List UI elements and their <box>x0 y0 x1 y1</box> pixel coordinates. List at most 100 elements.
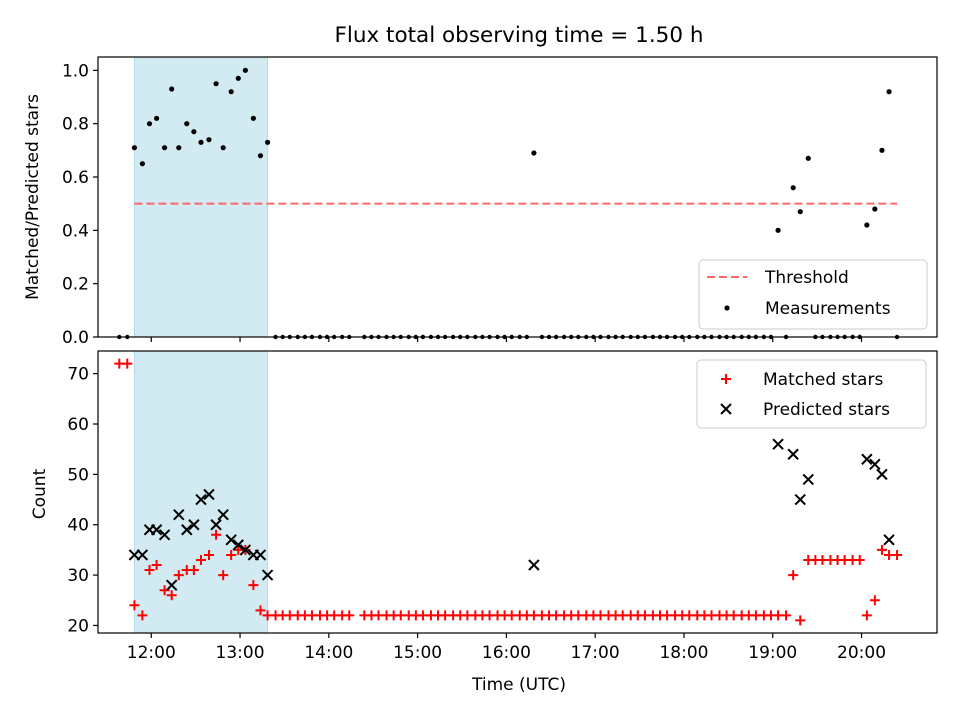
matched-star-point <box>876 544 887 555</box>
measurement-point <box>176 145 182 151</box>
predicted-star-point <box>150 524 163 536</box>
measurement-point <box>220 145 226 151</box>
x-tick-label: 18:00 <box>659 643 708 663</box>
matched-star-point <box>195 554 206 565</box>
ratio-panel: 0.0 0.2 0.4 0.6 0.8 1.0 Matched/Predicted sta… <box>23 56 938 348</box>
measurement-point <box>161 145 168 151</box>
x-tick-label: 19:00 <box>748 643 797 663</box>
measurement-point <box>235 75 241 81</box>
predicted-star-point <box>802 473 814 486</box>
matched-star-point <box>869 595 880 606</box>
matched-star-point <box>129 600 140 611</box>
y-tick-label: 40 <box>67 516 89 536</box>
matched-star-point <box>892 549 903 560</box>
measurement-point <box>184 121 190 127</box>
count-y-axis-label: Count <box>30 468 50 519</box>
predicted-star-point <box>254 549 267 561</box>
measurement-point <box>775 227 781 233</box>
y-tick-label: 50 <box>67 465 89 485</box>
y-tick-label: 60 <box>67 415 89 435</box>
matched-star-point <box>166 590 177 601</box>
matched-star-point <box>255 605 266 616</box>
predicted-star-point <box>869 458 881 471</box>
predicted-star-point <box>861 453 873 465</box>
measurement-point <box>797 209 803 215</box>
matched-star-point <box>151 560 162 571</box>
matched-star-point <box>218 570 229 581</box>
matched-star-point <box>788 570 799 581</box>
measurement-point <box>146 121 153 127</box>
predicted-star-point <box>136 549 149 561</box>
count-axes: 20 30 40 50 60 70 12:00 13:00 14:00 15:00 16:00 17:… <box>67 350 938 663</box>
measurement-point <box>139 161 145 167</box>
matched-stars-series <box>114 358 903 626</box>
matched-star-point <box>854 554 865 565</box>
x-tick-label: 17:00 <box>571 643 620 663</box>
count-panel: 20 30 40 50 60 70 12:00 13:00 14:00 15:00 16:00 17:… <box>30 350 938 695</box>
matched-star-point <box>211 529 222 540</box>
measurement-point <box>886 89 892 95</box>
matched-star-point <box>781 610 792 621</box>
measurement-point <box>228 89 234 95</box>
predicted-star-point <box>217 508 229 521</box>
predicted-star-point <box>261 569 274 581</box>
measurement-point <box>805 155 811 161</box>
matched-star-point <box>137 610 148 621</box>
predicted-star-point <box>188 519 200 531</box>
count-legend: Matched stars Predicted stars <box>696 359 927 429</box>
x-tick-label: 15:00 <box>393 643 442 663</box>
measurement-point <box>242 67 248 73</box>
y-tick-label: 1.0 <box>62 61 89 81</box>
matched-star-point <box>226 549 237 560</box>
predicted-star-point <box>181 524 193 536</box>
y-tick-label: 20 <box>67 616 89 636</box>
predicted-star-point <box>210 519 222 531</box>
matched-star-point <box>861 610 872 621</box>
observing-window-span-bottom <box>133 350 269 634</box>
measurement-point <box>131 145 138 151</box>
predicted-star-point <box>165 579 178 591</box>
measurement-point <box>531 150 537 156</box>
y-tick-label: 0.0 <box>62 328 89 348</box>
measurement-point <box>257 153 264 159</box>
measurement-point <box>198 139 204 145</box>
matched-star-point <box>248 580 259 591</box>
y-tick-label: 0.6 <box>62 168 89 188</box>
matched-star-point <box>173 570 184 581</box>
x-tick-label: 14:00 <box>304 643 353 663</box>
highlight-span-rect <box>133 56 269 338</box>
matched-star-point <box>144 565 155 576</box>
measurement-point <box>790 185 796 191</box>
predicted-star-point <box>173 508 185 521</box>
legend-measurements-swatch <box>724 305 730 311</box>
x-tick-label: 20:00 <box>837 643 886 663</box>
matched-star-point <box>344 610 355 621</box>
predicted-star-point <box>883 534 895 546</box>
matched-star-point <box>122 358 133 369</box>
measurement-point <box>264 139 271 145</box>
predicted-star-point <box>232 539 244 551</box>
y-tick-label: 70 <box>67 365 89 385</box>
legend-matched-label: Matched stars <box>763 370 883 390</box>
y-tick-label: 0.2 <box>62 275 89 295</box>
measurements-series <box>117 67 900 340</box>
measurement-point <box>191 129 197 135</box>
measurement-point <box>213 81 219 87</box>
y-tick-label: 0.8 <box>62 115 89 135</box>
predicted-star-point <box>787 448 799 460</box>
legend-box <box>698 259 928 330</box>
observing-window-span-top <box>133 56 269 338</box>
matched-star-point <box>203 549 214 560</box>
x-tick-label: 13:00 <box>216 643 265 663</box>
legend-measurements-label: Measurements <box>765 299 891 319</box>
axes-frame <box>97 350 938 634</box>
measurement-point <box>169 86 175 92</box>
predicted-star-point <box>195 493 207 506</box>
predicted-star-point <box>876 468 888 481</box>
predicted-star-point <box>772 438 784 450</box>
axes-frame <box>97 56 938 338</box>
legend-predicted-swatch <box>720 403 732 415</box>
ratio-legend: Threshold Measurements <box>698 259 928 330</box>
measurement-point <box>864 222 870 228</box>
